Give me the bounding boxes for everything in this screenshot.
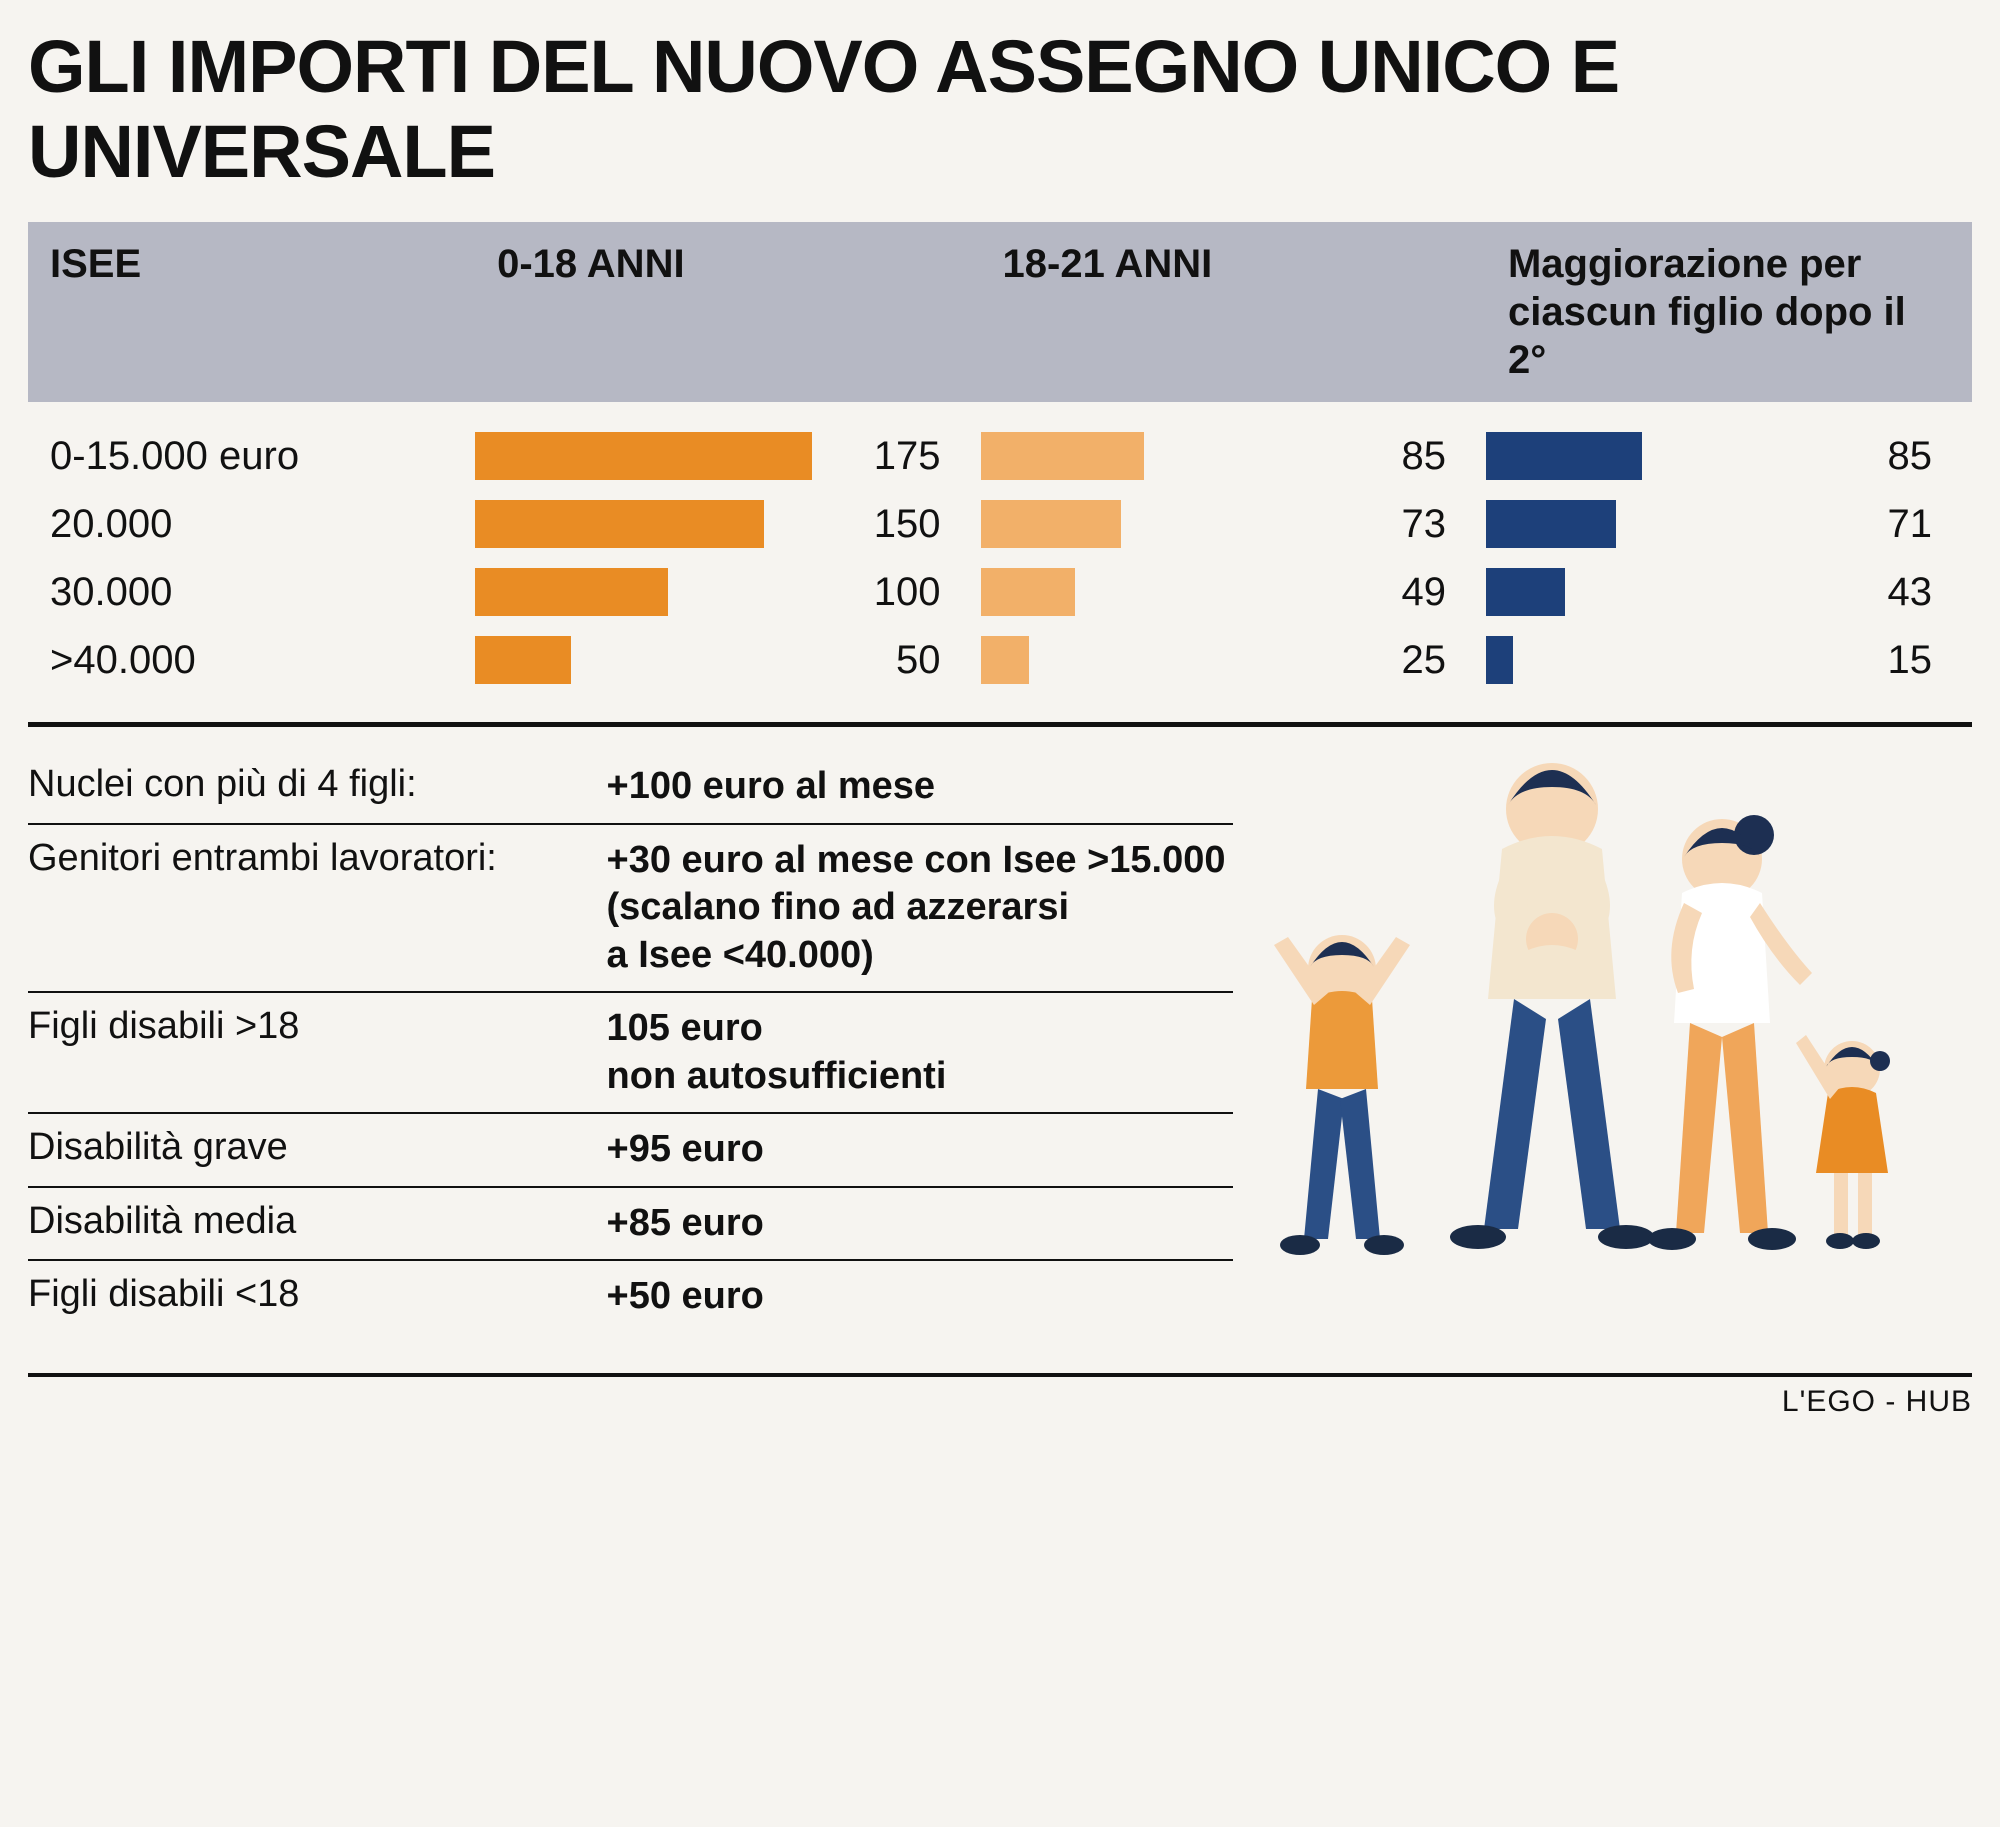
- bar-value-c1: 150: [861, 502, 941, 547]
- bar-value-c1: 100: [861, 570, 941, 615]
- bar-cell-c1: 100: [475, 568, 980, 616]
- bar-value-c3: 15: [1852, 638, 1932, 683]
- isee-label: 30.000: [28, 570, 475, 615]
- bar-value-c3: 71: [1852, 502, 1932, 547]
- bar-c1: [475, 568, 668, 616]
- father-figure: [1450, 763, 1654, 1249]
- bar-value-c2: 85: [1366, 434, 1446, 479]
- note-label: Disabilità media: [28, 1200, 607, 1248]
- bar-c1: [475, 500, 764, 548]
- bar-value-c2: 73: [1366, 502, 1446, 547]
- bar-c2: [981, 500, 1122, 548]
- bar-c3: [1486, 432, 1642, 480]
- note-label: Figli disabili >18: [28, 1005, 607, 1100]
- table-row: 0-15.000 euro 175 85 85: [28, 422, 1972, 490]
- bar-cell-c3: 15: [1486, 636, 1972, 684]
- note-value: +50 euro: [607, 1273, 1234, 1321]
- bar-cell-c1: 150: [475, 500, 980, 548]
- bar-c3: [1486, 636, 1513, 684]
- table-row: 20.000 150 73 71: [28, 490, 1972, 558]
- family-illustration: [1232, 739, 1912, 1299]
- bar-cell-c3: 43: [1486, 568, 1972, 616]
- bar-c2: [981, 568, 1075, 616]
- note-value: +30 euro al mese con Isee >15.000 (scala…: [607, 837, 1234, 980]
- column-header-18-21: 18-21 ANNI: [981, 222, 1486, 402]
- table-row: 30.000 100 49 43: [28, 558, 1972, 626]
- bar-c2: [981, 636, 1029, 684]
- note-label: Figli disabili <18: [28, 1273, 607, 1321]
- chart-header: ISEE 0-18 ANNI 18-21 ANNI Maggiorazione …: [28, 222, 1972, 402]
- note-value: +100 euro al mese: [607, 763, 1234, 811]
- bar-c3: [1486, 500, 1616, 548]
- note-label: Disabilità grave: [28, 1126, 607, 1174]
- bar-c1: [475, 432, 812, 480]
- bar-value-c1: 50: [861, 638, 941, 683]
- isee-label: 0-15.000 euro: [28, 434, 475, 479]
- mother-figure: [1648, 815, 1812, 1250]
- infographic: GLI IMPORTI DEL NUOVO ASSEGNO UNICO E UN…: [28, 24, 1972, 1419]
- note-value: 105 euro non autosufficienti: [607, 1005, 1234, 1100]
- bar-c1: [475, 636, 571, 684]
- bar-c2: [981, 432, 1145, 480]
- note-row: Nuclei con più di 4 figli:+100 euro al m…: [28, 751, 1233, 825]
- girl-figure: [1796, 1035, 1890, 1249]
- page-title: GLI IMPORTI DEL NUOVO ASSEGNO UNICO E UN…: [28, 24, 1972, 194]
- notes-table: Nuclei con più di 4 figli:+100 euro al m…: [28, 751, 1233, 1333]
- bar-cell-c2: 49: [981, 568, 1486, 616]
- column-header-isee: ISEE: [28, 222, 475, 402]
- bar-value-c2: 49: [1366, 570, 1446, 615]
- bar-cell-c3: 71: [1486, 500, 1972, 548]
- section-divider: [28, 722, 1972, 727]
- bar-cell-c1: 50: [475, 636, 980, 684]
- isee-label: >40.000: [28, 638, 475, 683]
- note-row: Disabilità media+85 euro: [28, 1188, 1233, 1262]
- chart-table: ISEE 0-18 ANNI 18-21 ANNI Maggiorazione …: [28, 222, 1972, 710]
- note-row: Figli disabili <18+50 euro: [28, 1261, 1233, 1333]
- column-header-0-18: 0-18 ANNI: [475, 222, 980, 402]
- boy-figure: [1274, 935, 1410, 1255]
- bar-cell-c2: 25: [981, 636, 1486, 684]
- bar-c3: [1486, 568, 1565, 616]
- note-value: +85 euro: [607, 1200, 1234, 1248]
- chart-rows: 0-15.000 euro 175 85 85 20.000 150 73 71 30.000 1…: [28, 402, 1972, 710]
- bar-value-c1: 175: [861, 434, 941, 479]
- note-row: Disabilità grave+95 euro: [28, 1114, 1233, 1188]
- isee-label: 20.000: [28, 502, 475, 547]
- note-value: +95 euro: [607, 1126, 1234, 1174]
- note-label: Genitori entrambi lavoratori:: [28, 837, 607, 980]
- bar-value-c3: 85: [1852, 434, 1932, 479]
- bar-value-c2: 25: [1366, 638, 1446, 683]
- note-label: Nuclei con più di 4 figli:: [28, 763, 607, 811]
- bar-cell-c1: 175: [475, 432, 980, 480]
- table-row: >40.000 50 25 15: [28, 626, 1972, 694]
- credit-line: L'EGO - HUB: [28, 1373, 1972, 1419]
- bar-cell-c2: 85: [981, 432, 1486, 480]
- bar-cell-c3: 85: [1486, 432, 1972, 480]
- bar-cell-c2: 73: [981, 500, 1486, 548]
- note-row: Figli disabili >18105 euro non autosuffi…: [28, 993, 1233, 1114]
- bar-value-c3: 43: [1852, 570, 1932, 615]
- note-row: Genitori entrambi lavoratori:+30 euro al…: [28, 825, 1233, 994]
- column-header-maggiorazione: Maggiorazione per ciascun figlio dopo il…: [1486, 222, 1972, 402]
